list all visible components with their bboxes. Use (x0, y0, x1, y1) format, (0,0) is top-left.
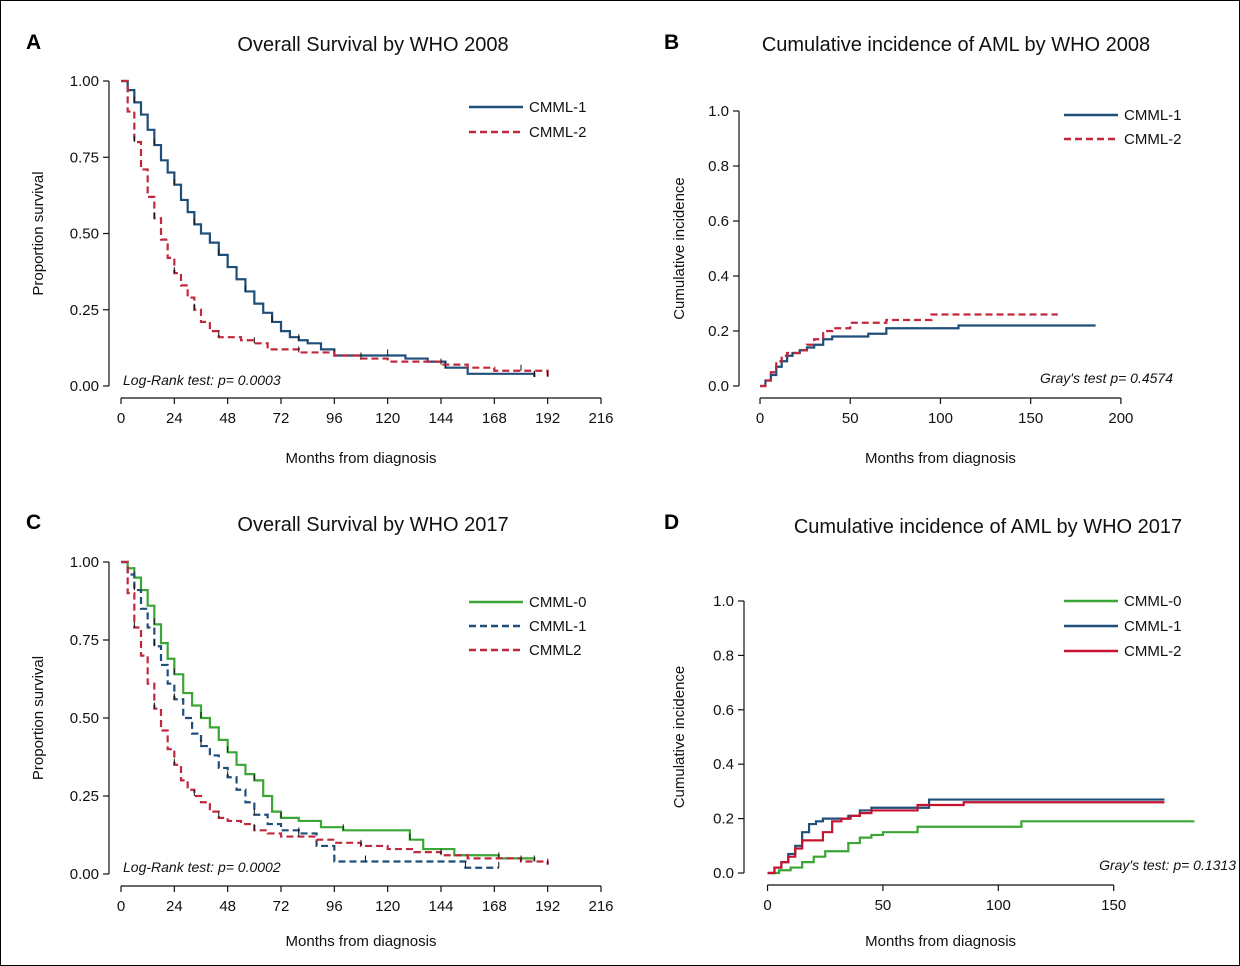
panel-letter: D (664, 511, 679, 534)
x-tick-label: 200 (1108, 410, 1133, 427)
x-tick-label: 24 (166, 410, 183, 427)
series-line-cmml-1 (760, 324, 1096, 388)
y-tick-label: 1.0 (713, 593, 734, 610)
legend-label: CMML-0 (529, 594, 587, 611)
y-tick-label: 0.75 (70, 632, 99, 649)
series-line-cmml-0 (767, 820, 1195, 875)
y-tick-label: 0.25 (70, 302, 99, 319)
chart-title: Cumulative incidence of AML by WHO 2017 (794, 516, 1182, 538)
panel-letter: A (26, 31, 41, 54)
legend-label: CMML-2 (529, 124, 587, 141)
legend-label: CMML-1 (529, 99, 587, 116)
x-axis-label: Months from diagnosis (286, 933, 437, 950)
y-tick-label: 0.0 (708, 378, 729, 395)
x-axis-label: Months from diagnosis (865, 933, 1016, 950)
legend-label: CMML-1 (1124, 618, 1182, 635)
series-line-cmml-2 (767, 801, 1165, 875)
series-line-cmml-1 (121, 79, 536, 377)
chart-title: Overall Survival by WHO 2008 (237, 34, 508, 56)
y-tick-label: 0.4 (708, 268, 729, 285)
test-annotation: Gray's test p= 0.4574 (1040, 370, 1173, 386)
test-annotation: Gray's test: p= 0.1313 (1099, 857, 1236, 873)
series-line-cmml-1 (121, 560, 499, 869)
x-tick-label: 144 (428, 898, 453, 915)
x-tick-label: 216 (588, 898, 613, 915)
x-tick-label: 120 (375, 410, 400, 427)
x-tick-label: 72 (273, 898, 290, 915)
x-tick-label: 50 (875, 897, 892, 914)
x-tick-label: 0 (117, 410, 125, 427)
chart-panel-a: A Overall Survival by WHO 2008 0 24 48 72 96 12… (26, 31, 614, 467)
panel-letter: B (664, 31, 679, 54)
legend-label: CMML-2 (1124, 131, 1182, 148)
x-tick-label: 192 (535, 898, 560, 915)
series-line-cmml2 (121, 560, 549, 865)
x-tick-label: 216 (588, 410, 613, 427)
y-tick-label: 0.0 (713, 865, 734, 882)
x-tick-label: 0 (763, 897, 771, 914)
y-tick-label: 0.6 (713, 702, 734, 719)
series-line-cmml-2 (760, 313, 1058, 388)
x-tick-label: 48 (219, 898, 236, 915)
y-tick-label: 0.6 (708, 213, 729, 230)
y-axis-label: Cumulative incidence (671, 177, 688, 320)
chart-panel-d: D Cumulative incidence of AML by WHO 2017… (664, 511, 1236, 950)
x-tick-label: 24 (166, 898, 183, 915)
legend-label: CMML-2 (1124, 643, 1182, 660)
y-tick-label: 0.75 (70, 149, 99, 166)
y-axis-label: Proportion survival (30, 171, 47, 295)
legend-label: CMML-1 (529, 618, 587, 635)
x-tick-label: 120 (375, 898, 400, 915)
y-axis-label: Proportion survival (30, 656, 47, 780)
chart-title: Overall Survival by WHO 2017 (237, 514, 508, 536)
x-tick-label: 72 (273, 410, 290, 427)
test-annotation: Log-Rank test: p= 0.0003 (123, 372, 281, 388)
x-tick-label: 0 (756, 410, 764, 427)
x-tick-label: 100 (986, 897, 1011, 914)
x-tick-label: 192 (535, 410, 560, 427)
chart-panel-b: B Cumulative incidence of AML by WHO 2008… (664, 31, 1182, 467)
y-tick-label: 0.00 (70, 378, 99, 395)
y-axis-label: Cumulative incidence (671, 666, 688, 809)
x-tick-label: 100 (928, 410, 953, 427)
chart-title: Cumulative incidence of AML by WHO 2008 (762, 34, 1150, 56)
y-tick-label: 1.00 (70, 73, 99, 90)
x-tick-label: 144 (428, 410, 453, 427)
panel-letter: C (26, 511, 41, 534)
series-line-cmml-2 (121, 79, 549, 377)
test-annotation: Log-Rank test: p= 0.0002 (123, 859, 281, 875)
x-tick-label: 0 (117, 898, 125, 915)
y-tick-label: 0.00 (70, 866, 99, 883)
y-tick-label: 0.50 (70, 226, 99, 243)
x-tick-label: 168 (482, 410, 507, 427)
legend-label: CMML-1 (1124, 107, 1182, 124)
x-tick-label: 168 (482, 898, 507, 915)
series-line-cmml-0 (121, 560, 536, 862)
chart-panel-c: C Overall Survival by WHO 2017 0 24 48 72 96 12… (26, 511, 614, 950)
x-tick-label: 50 (842, 410, 859, 427)
x-tick-label: 96 (326, 410, 343, 427)
y-tick-label: 0.25 (70, 788, 99, 805)
y-tick-label: 0.8 (713, 647, 734, 664)
y-tick-label: 0.4 (713, 756, 734, 773)
x-tick-label: 150 (1101, 897, 1126, 914)
x-axis-label: Months from diagnosis (865, 450, 1016, 467)
y-tick-label: 0.50 (70, 710, 99, 727)
x-tick-label: 96 (326, 898, 343, 915)
x-tick-label: 150 (1018, 410, 1043, 427)
y-tick-label: 0.8 (708, 158, 729, 175)
y-tick-label: 0.2 (713, 811, 734, 828)
x-axis-label: Months from diagnosis (286, 450, 437, 467)
y-tick-label: 1.0 (708, 103, 729, 120)
y-tick-label: 1.00 (70, 554, 99, 571)
x-tick-label: 48 (219, 410, 236, 427)
legend-label: CMML2 (529, 642, 582, 659)
legend-label: CMML-0 (1124, 593, 1182, 610)
y-tick-label: 0.2 (708, 323, 729, 340)
